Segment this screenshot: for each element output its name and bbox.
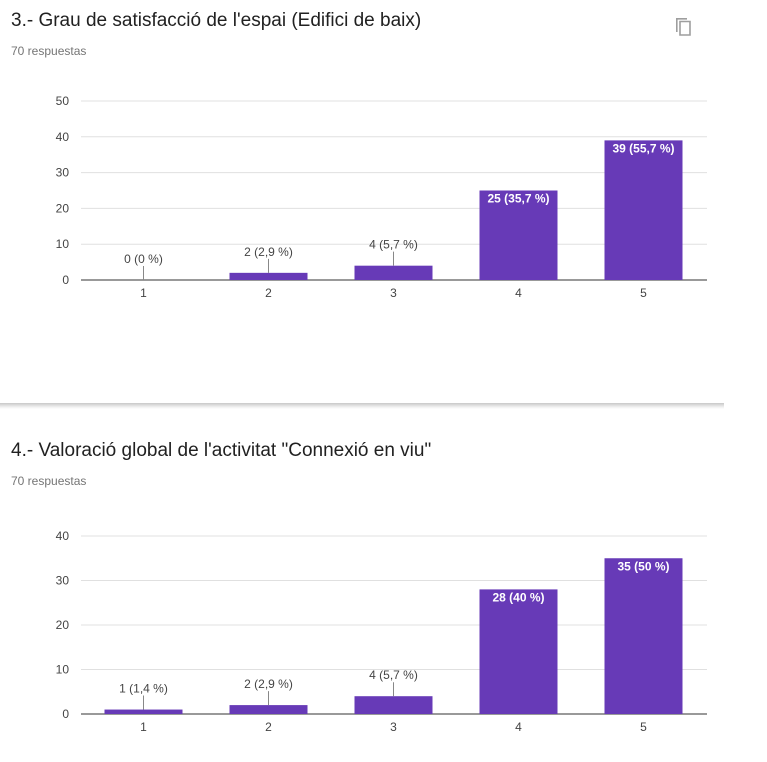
bar[interactable] [479, 589, 558, 714]
bar[interactable] [229, 272, 308, 280]
question-title: 3.- Grau de satisfacció de l'espai (Edif… [11, 10, 422, 31]
question-card-4: 4.- Valoració global de l'activitat "Con… [0, 430, 724, 762]
bar-chart: 0 10 20 30 40 1 1 (1,4 %) 2 2 (2,9 %) 3 4 (5,7 %) 4… [56, 529, 707, 734]
x-tick-label: 2 [265, 286, 272, 300]
bar[interactable] [104, 709, 183, 714]
bar[interactable] [354, 696, 433, 714]
question-card-3: 3.- Grau de satisfacció de l'espai (Edif… [11, 10, 707, 300]
bar[interactable] [479, 190, 558, 281]
y-tick-label: 20 [56, 201, 70, 215]
y-tick-label: 40 [56, 529, 70, 543]
y-tick-label: 30 [56, 166, 70, 180]
data-label: 0 (0 %) [124, 252, 163, 266]
bar-chart: 0 10 20 30 40 50 1 0 (0 %) 2 2 (2,9 %) 3 4 (5,7 %) 4… [56, 94, 707, 300]
bar[interactable] [604, 140, 683, 280]
y-tick-label: 40 [56, 130, 70, 144]
x-tick-label: 3 [390, 286, 397, 300]
data-label: 4 (5,7 %) [369, 668, 418, 682]
data-label: 2 (2,9 %) [244, 245, 293, 259]
x-tick-label: 5 [640, 720, 647, 734]
bar[interactable] [229, 705, 308, 714]
y-tick-label: 0 [62, 707, 69, 721]
data-label: 35 (50 %) [617, 559, 669, 573]
x-tick-label: 3 [390, 720, 397, 734]
copy-icon[interactable] [673, 14, 693, 36]
card-divider [0, 403, 724, 409]
x-tick-label: 4 [515, 286, 522, 300]
data-label: 2 (2,9 %) [244, 677, 293, 691]
data-label: 1 (1,4 %) [119, 682, 168, 696]
data-label: 25 (35,7 %) [487, 192, 549, 206]
data-label: 39 (55,7 %) [612, 141, 674, 155]
response-count: 70 respuestas [11, 474, 87, 488]
y-tick-label: 20 [56, 618, 70, 632]
bar[interactable] [354, 265, 433, 280]
data-label: 4 (5,7 %) [369, 238, 418, 252]
bar[interactable] [604, 558, 683, 714]
y-tick-label: 10 [56, 237, 70, 251]
question-title: 4.- Valoració global de l'activitat "Con… [11, 440, 432, 461]
y-tick-label: 50 [56, 94, 70, 108]
y-tick-label: 10 [56, 663, 70, 677]
y-tick-label: 30 [56, 574, 70, 588]
x-tick-label: 5 [640, 286, 647, 300]
x-tick-label: 4 [515, 720, 522, 734]
response-count: 70 respuestas [11, 44, 87, 58]
data-label: 28 (40 %) [492, 590, 544, 604]
y-tick-label: 0 [62, 273, 69, 287]
x-tick-label: 1 [140, 720, 147, 734]
x-tick-label: 2 [265, 720, 272, 734]
x-tick-label: 1 [140, 286, 147, 300]
